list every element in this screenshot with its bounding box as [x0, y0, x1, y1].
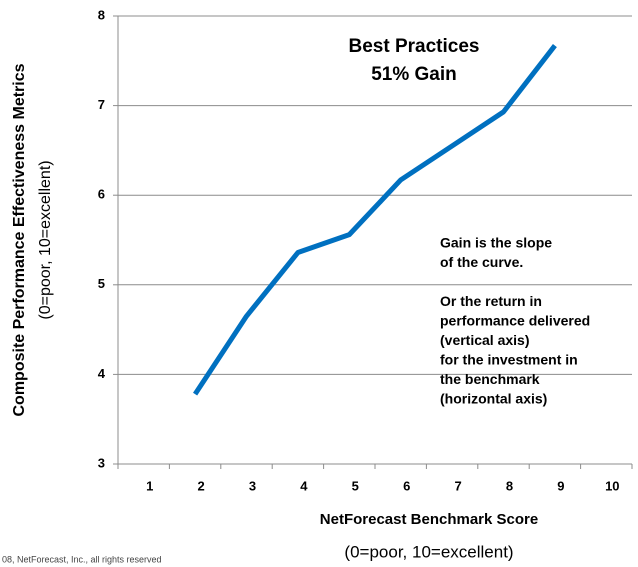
y-tick-label: 6 [98, 187, 105, 202]
annotation-text: (horizontal axis) [440, 391, 547, 407]
y-tick-label: 8 [98, 7, 105, 22]
annotation-title: 51% Gain [371, 64, 457, 85]
annotation-text: performance delivered [440, 313, 590, 329]
annotation-title: Best Practices [349, 36, 480, 57]
x-axis-sublabel: (0=poor, 10=excellent) [344, 542, 513, 561]
x-tick-label: 8 [506, 478, 513, 493]
x-tick-label: 2 [197, 478, 204, 493]
y-axis-label: Composite Performance Effectiveness Metr… [11, 63, 28, 416]
y-tick-label: 4 [98, 366, 106, 381]
x-tick-label: 5 [352, 478, 359, 493]
annotation-text: for the investment in [440, 352, 578, 368]
x-tick-label: 1 [146, 478, 153, 493]
annotation-text: (vertical axis) [440, 332, 530, 348]
x-tick-label: 10 [605, 478, 619, 493]
x-tick-label: 7 [454, 478, 461, 493]
data-line [193, 44, 557, 396]
y-tick-label: 5 [98, 276, 105, 291]
annotation-text: Or the return in [440, 293, 542, 309]
annotation-text: the benchmark [440, 371, 540, 387]
x-tick-label: 3 [249, 478, 256, 493]
y-tick-label: 7 [98, 97, 105, 112]
x-tick-label: 4 [300, 478, 308, 493]
x-tick-label: 6 [403, 478, 410, 493]
annotation-text: of the curve. [440, 254, 523, 270]
x-tick-label: 9 [557, 478, 564, 493]
footer: 08, NetForecast, Inc., all rights reserv… [2, 554, 162, 564]
x-axis-label: NetForecast Benchmark Score [320, 511, 538, 528]
y-axis-sublabel: (0=poor, 10=excellent) [37, 160, 54, 319]
y-tick-label: 3 [98, 455, 105, 470]
annotation-text: Gain is the slope [440, 235, 552, 251]
